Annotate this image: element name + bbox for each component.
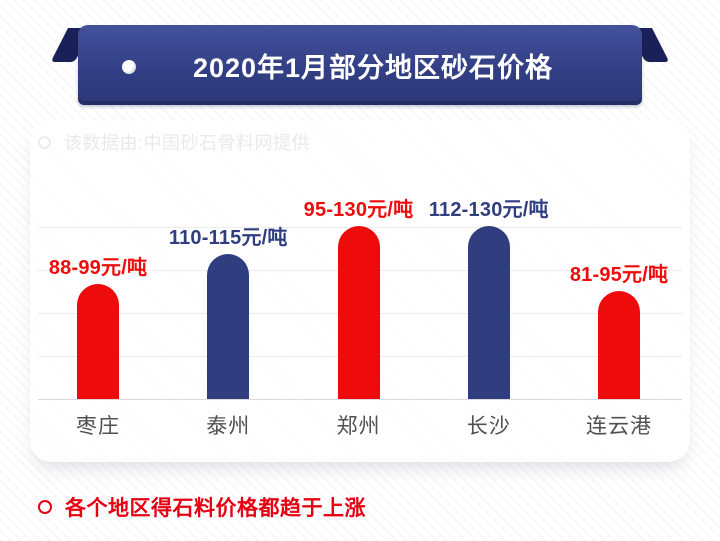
- bar-长沙: [467, 226, 510, 399]
- bar-category-label: 泰州: [206, 415, 251, 438]
- bar-category-label: 郑州: [336, 415, 381, 438]
- bar-category-label: 长沙: [466, 415, 511, 438]
- bar-value-label: 110-115元/吨: [168, 227, 288, 249]
- footer-note-text: 各个地区得石料价格都趋于上涨: [65, 497, 366, 520]
- bar-value-label: 88-99元/吨: [48, 257, 148, 279]
- bar-value-label: 95-130元/吨: [303, 199, 414, 221]
- bar-泰州: [207, 254, 250, 399]
- sphere-bullet-icon: [122, 60, 136, 74]
- bar-枣庄: [77, 284, 119, 399]
- bar-category-label: 枣庄: [76, 415, 120, 438]
- bar-chart: 88-99元/吨 枣庄 110-115元/吨 泰州 95-130元/吨 郑州 112-130…: [30, 120, 690, 462]
- bar-value-label: 81-95元/吨: [569, 264, 669, 286]
- bar-value-label: 112-130元/吨: [428, 199, 549, 221]
- bar-连云港: [598, 291, 640, 399]
- circle-outline-icon: [38, 500, 52, 514]
- banner: 2020年1月部分地区砂石价格: [78, 25, 642, 105]
- x-axis-line: [38, 399, 682, 400]
- footer-note: 各个地区得石料价格都趋于上涨: [38, 495, 366, 520]
- bar-category-label: 连云港: [586, 415, 652, 438]
- bar-郑州: [337, 226, 380, 399]
- page-title: 2020年1月部分地区砂石价格: [192, 52, 554, 83]
